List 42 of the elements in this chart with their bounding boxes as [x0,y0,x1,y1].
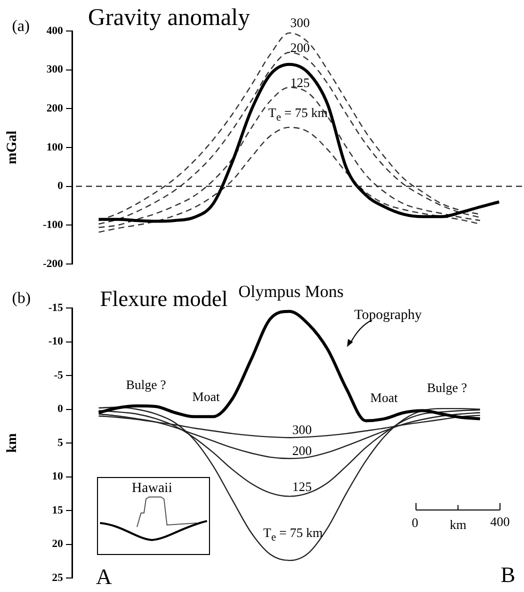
y-tick-label: 0 [58,180,64,192]
y-tick-label: 15 [52,504,64,516]
y-tick-label: 100 [46,141,64,154]
text: (a) [12,18,30,36]
y-tick-label: 300 [46,64,64,76]
annotation: 400 [490,514,510,530]
annotation: Bulge ? [426,380,468,396]
annotation: Hawaii [132,481,172,496]
y-axis-title: km [5,432,20,453]
chart-title: Flexure model [100,286,228,311]
y-tick-label: 200 [46,102,64,115]
annotation: Moat [192,389,220,404]
y-tick-label: -5 [54,369,64,382]
annotation: 125 [290,75,310,90]
y-tick-label: 5 [58,436,64,449]
text: Olympus Mons [238,282,344,302]
y-tick-label: 400 [46,24,64,37]
annotation: B [500,562,516,588]
text: (b) [12,290,31,308]
y-axis-title: mGal [5,130,20,164]
annotation: 300 [292,422,312,438]
text: 300 [290,15,310,30]
y-tick-label: -200 [42,258,64,270]
annotation: km [450,517,466,532]
annotation: 125 [292,479,312,494]
y-tick-label: 10 [52,470,64,483]
annotation: Moat [370,390,398,406]
annotation: A [96,564,112,590]
y-tick-label: 20 [52,538,64,550]
annotation: 0 [412,515,418,530]
annotation: 200 [290,40,310,56]
y-tick-label: 25 [52,572,64,584]
annotation: Bulge ? [126,377,166,392]
chart-title: Gravity anomaly [88,5,250,31]
y-tick-label: -10 [48,336,64,348]
y-tick-label: -100 [42,219,64,232]
annotation: Topography [354,308,422,324]
annotation: T$_{e}$ = 75 km [268,105,328,124]
annotation: 200 [292,443,312,458]
annotation: T$_{e}$ = 75 km [263,525,323,544]
y-tick-label: -15 [48,302,64,314]
y-tick-label: 0 [58,403,64,416]
